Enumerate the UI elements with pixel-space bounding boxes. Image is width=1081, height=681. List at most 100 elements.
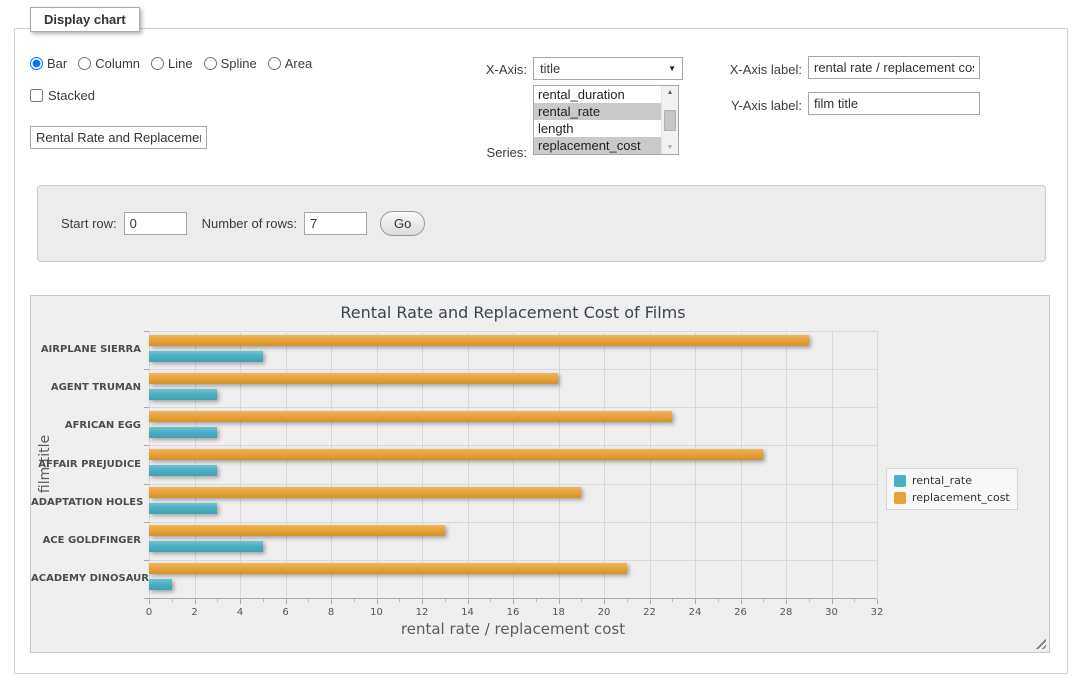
x-axis-tick: [513, 599, 514, 604]
gridline-vertical: [513, 331, 514, 598]
x-axis-tick: [558, 599, 560, 604]
bar-replacement_cost: [149, 525, 445, 537]
x-axis-minor-tick: [763, 599, 765, 602]
go-button[interactable]: Go: [380, 211, 426, 236]
category-label: AIRPLANE SIERRA: [40, 344, 141, 356]
chart-type-radios: Bar Column Line Spline Area: [30, 56, 312, 71]
legend-item-rental_rate[interactable]: rental_rate: [894, 474, 1010, 487]
gridline-vertical: [558, 331, 560, 598]
series-label: Series:: [486, 145, 527, 160]
category-label: ACE GOLDFINGER: [42, 534, 141, 546]
x-axis-minor-tick: [262, 599, 264, 602]
start-row-input[interactable]: [123, 212, 187, 235]
scroll-up-icon[interactable]: ▲: [666, 89, 674, 96]
number-of-rows-input[interactable]: [304, 212, 367, 235]
chart-type-radio-column[interactable]: [78, 57, 92, 70]
x-axis-tick: [649, 599, 651, 604]
x-tick-label: 24: [688, 607, 702, 618]
y-axis-tick: [144, 369, 149, 371]
series-option-length[interactable]: length: [538, 121, 574, 136]
chevron-down-icon: ▼: [668, 64, 676, 73]
chart-type-area[interactable]: Area: [267, 56, 312, 71]
stacked-label: Stacked: [48, 88, 95, 103]
series-option-replacement_cost[interactable]: replacement_cost: [534, 137, 662, 154]
x-tick-label: 26: [734, 607, 747, 618]
chart-type-radio-bar[interactable]: [30, 57, 43, 70]
gridline-horizontal: [149, 331, 877, 332]
x-axis-tick: [422, 599, 423, 604]
bar-replacement_cost: [149, 372, 559, 384]
legend-label: replacement_cost: [912, 491, 1010, 504]
bar-rental_rate: [149, 464, 218, 476]
x-axis-tick: [149, 599, 150, 604]
gridline-vertical: [376, 331, 378, 598]
legend-label: rental_rate: [912, 474, 972, 487]
x-axis-selected-value: title: [540, 61, 561, 76]
y-axis-tick: [144, 331, 149, 332]
y-axis-tick: [144, 598, 149, 599]
x-axis-label-input[interactable]: [808, 56, 980, 79]
series-option-rental_rate[interactable]: rental_rate: [534, 103, 662, 120]
resize-handle-icon[interactable]: [1035, 638, 1046, 649]
chart-type-label: Spline: [220, 56, 257, 71]
y-axis-tick: [144, 483, 149, 485]
x-axis-minor-tick: [353, 599, 355, 602]
chart-type-spline[interactable]: Spline: [203, 56, 257, 71]
x-axis-tick: [467, 599, 469, 604]
gridline-horizontal: [149, 559, 877, 561]
x-tick-label: 14: [461, 607, 474, 618]
gridline-vertical: [467, 331, 469, 598]
chart-type-radio-spline[interactable]: [203, 57, 217, 70]
x-tick-label: 4: [236, 607, 244, 618]
x-tick-label: 10: [370, 607, 383, 618]
y-axis-label-input[interactable]: [808, 92, 980, 115]
bar-replacement_cost: [149, 410, 673, 422]
gridline-vertical: [649, 331, 651, 598]
chart-type-label: Line: [168, 56, 193, 71]
chart-type-radio-line[interactable]: [151, 57, 165, 70]
stacked-row[interactable]: Stacked: [30, 88, 95, 103]
chart-type-radio-area[interactable]: [267, 57, 281, 70]
legend-item-replacement_cost[interactable]: replacement_cost: [894, 491, 1010, 504]
stacked-checkbox[interactable]: [30, 89, 43, 102]
series-option-rental_duration[interactable]: rental_duration: [538, 87, 625, 102]
x-tick-label: 8: [327, 607, 335, 618]
legend-swatch: [894, 491, 906, 504]
category-label: ADAPTATION HOLES: [31, 496, 144, 508]
x-axis-label-label: X-Axis label:: [729, 62, 802, 77]
chart-type-label: Bar: [47, 56, 68, 71]
scroll-down-icon[interactable]: ▼: [666, 144, 674, 151]
y-axis-tick: [144, 521, 149, 523]
x-axis-select[interactable]: title ▼: [533, 57, 683, 80]
series-scrollbar[interactable]: ▲ ▼: [661, 86, 678, 154]
chart-panel: Rental Rate and Replacement Cost of Film…: [30, 295, 1050, 653]
gridline-horizontal: [149, 483, 877, 485]
scrollbar-thumb[interactable]: [664, 110, 676, 131]
bar-rental_rate: [149, 388, 218, 400]
panel-legend: Display chart: [30, 7, 140, 32]
x-tick-label: 0: [145, 607, 153, 618]
x-tick-label: 2: [191, 607, 198, 618]
legend-swatch: [894, 474, 906, 487]
gridline-vertical: [877, 331, 878, 598]
gridline-horizontal: [149, 521, 877, 523]
x-axis-minor-tick: [308, 599, 310, 602]
category-label: AGENT TRUMAN: [50, 382, 141, 394]
chart-type-line[interactable]: Line: [151, 56, 193, 71]
chart-type-bar[interactable]: Bar: [30, 56, 67, 71]
chart-type-column[interactable]: Column: [78, 56, 140, 71]
x-tick-label: 22: [643, 607, 656, 618]
x-axis-minor-tick: [626, 599, 628, 602]
chart-legend: rental_rate replacement_cost: [886, 468, 1018, 510]
x-axis-select-label: X-Axis:: [485, 62, 527, 77]
chart-title: Rental Rate and Replacement Cost of Film…: [340, 303, 686, 322]
x-tick-label: 6: [282, 607, 289, 618]
series-options: rental_duration rental_rate length replacem…: [534, 86, 662, 154]
gridline-vertical: [786, 331, 787, 598]
chart-title-input[interactable]: [30, 126, 207, 149]
panel-legend-text: Display chart: [44, 12, 126, 27]
x-axis-title: rental rate / replacement cost: [400, 620, 626, 638]
x-axis-tick: [376, 599, 378, 604]
series-listbox[interactable]: rental_duration rental_rate length replacem…: [533, 85, 679, 155]
x-axis-minor-tick: [717, 599, 719, 602]
